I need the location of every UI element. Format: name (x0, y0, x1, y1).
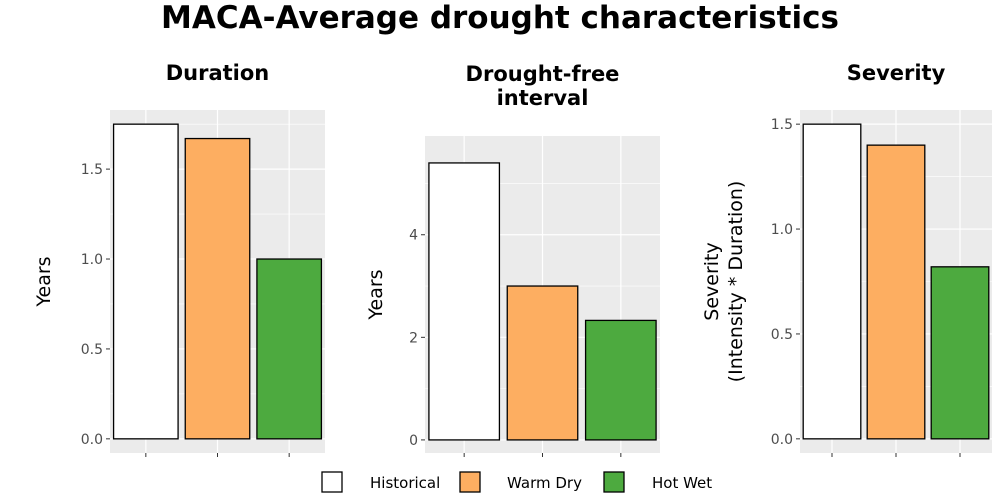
y-tick-label: 1.5 (771, 117, 793, 133)
bar-historical (802, 123, 862, 440)
chart-panels: 0.0 0.5 1.0 1.5 Duration Years 0 2 4 Drought-free… (33, 61, 992, 457)
bar-historical (428, 162, 501, 441)
y-axis-label: (Intensity * Duration) (725, 181, 747, 383)
legend-key-2 (459, 471, 481, 493)
bar-hot-wet (584, 319, 657, 441)
y-axis-label: Severity (701, 242, 723, 320)
y-tick-label: 0.5 (81, 342, 103, 358)
bar-warm-dry (184, 137, 251, 440)
y-tick-label: 0.0 (771, 432, 793, 448)
legend: Historical Warm Dry Hot Wet (321, 471, 712, 493)
panel-title: Severity (847, 61, 946, 85)
y-tick-label: 4 (409, 228, 418, 244)
legend-key-3 (603, 471, 625, 493)
y-tick-label: 1.5 (81, 162, 103, 178)
y-tick-label: 1.0 (81, 252, 103, 268)
y-axis-label: Years (33, 256, 55, 307)
panel-title: Duration (166, 61, 270, 85)
legend-label: Warm Dry (507, 474, 582, 492)
figure-title: MACA-Average drought characteristics (161, 0, 839, 36)
legend-label: Historical (370, 474, 440, 492)
bar-hot-wet (930, 266, 990, 440)
y-axis-label: Years (365, 269, 387, 320)
panel-title: interval (497, 86, 589, 110)
y-tick-label: 1.0 (771, 222, 793, 238)
legend-key-1 (321, 471, 343, 493)
bar-warm-dry (866, 144, 926, 440)
bar-historical (112, 123, 179, 440)
panel-1: 0.0 0.5 1.0 1.5 Duration Years (33, 61, 325, 457)
bar-warm-dry (506, 285, 579, 441)
y-tick-label: 2 (409, 330, 418, 346)
bar-hot-wet (256, 258, 323, 440)
y-tick-label: 0.0 (81, 432, 103, 448)
y-tick-label: 0 (409, 433, 418, 449)
y-tick-label: 0.5 (771, 327, 793, 343)
legend-label: Hot Wet (652, 474, 712, 492)
panel-title: Drought-free (466, 62, 620, 86)
